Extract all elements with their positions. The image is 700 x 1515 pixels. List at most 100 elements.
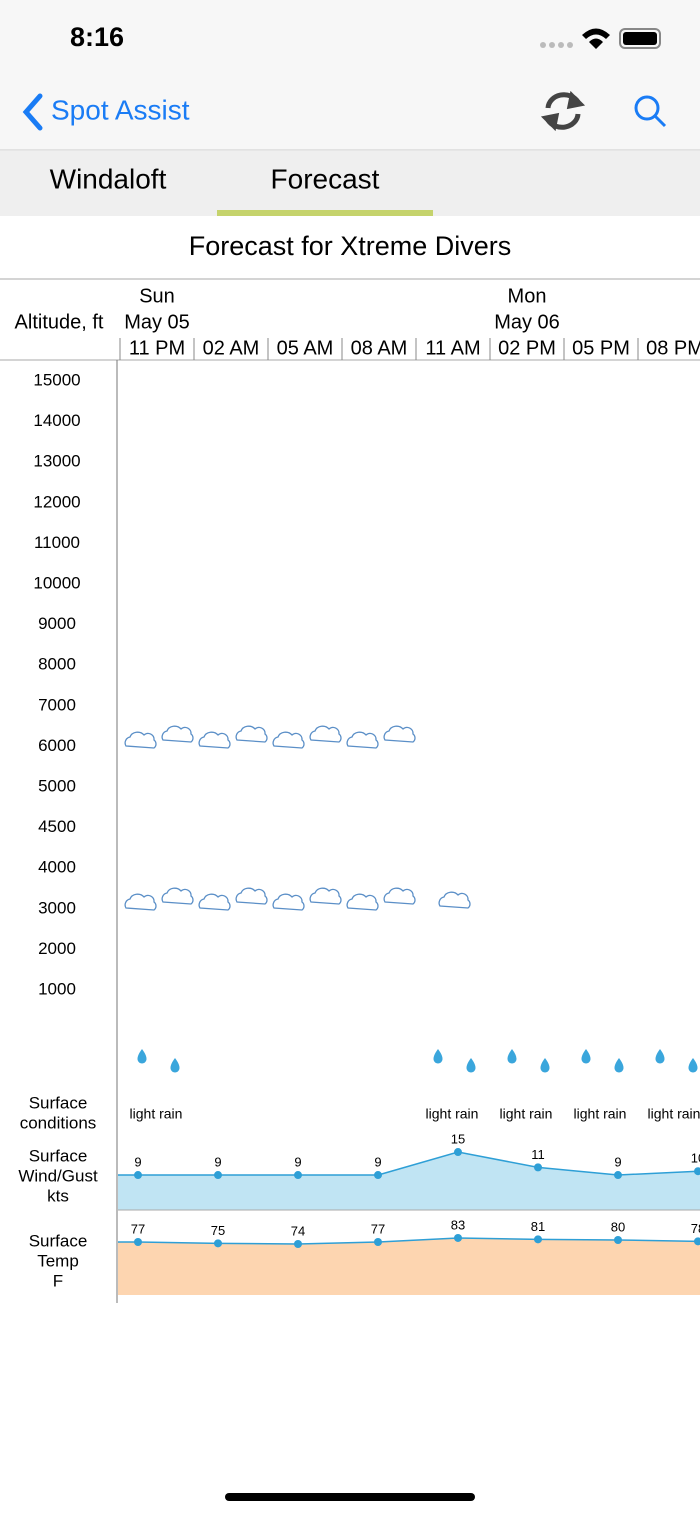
altitude-header: Altitude, ft <box>15 311 104 333</box>
temp-label: 78 <box>691 1221 700 1236</box>
time-label: 05 AM <box>277 337 334 359</box>
temp-point <box>454 1233 462 1242</box>
raindrop-icon <box>433 1049 443 1064</box>
back-chevron[interactable] <box>22 93 43 131</box>
tab-active[interactable]: Forecast <box>271 163 380 194</box>
altitude-label: 11000 <box>34 533 80 552</box>
cloud-icon <box>198 893 231 911</box>
tab[interactable]: Windaloft <box>50 163 167 194</box>
wind-point <box>614 1171 622 1180</box>
raindrop-icon <box>507 1049 517 1064</box>
wind-point <box>694 1167 700 1176</box>
altitude-label: 5000 <box>38 776 76 795</box>
cloud-icon <box>124 731 157 749</box>
search-button[interactable] <box>634 95 667 128</box>
time-label: 11 PM <box>129 337 185 359</box>
altitude-label: 2000 <box>38 939 76 958</box>
altitude-label: 7000 <box>38 695 76 714</box>
cloud-icon <box>161 887 194 905</box>
altitude-label: 9000 <box>38 614 76 633</box>
raindrop-icon <box>655 1049 665 1064</box>
time-label: 02 AM <box>203 337 260 359</box>
back-button[interactable]: Spot Assist <box>51 94 190 125</box>
temp-label: 77 <box>371 1221 385 1236</box>
cloud-icon <box>272 893 305 911</box>
wind-label: 9 <box>614 1154 621 1169</box>
status-time: 8:16 <box>70 22 124 52</box>
cloud-icon <box>198 731 231 749</box>
altitude-label: 10000 <box>33 573 80 592</box>
cloud-icon <box>309 887 342 905</box>
day-date: May 05 <box>124 311 190 333</box>
cloud-icon <box>161 725 194 743</box>
temp-label: 80 <box>611 1219 625 1234</box>
temp-label: 83 <box>451 1217 465 1232</box>
day-name: Mon <box>508 285 547 307</box>
cloud-icon <box>346 893 379 911</box>
time-label: 05 PM <box>572 337 630 359</box>
wind-point <box>374 1171 382 1180</box>
day-date: May 06 <box>494 311 560 333</box>
temp-label: 81 <box>531 1219 545 1234</box>
raindrop-icon <box>540 1058 550 1073</box>
altitude-label: 1000 <box>38 979 76 998</box>
wind-label: 9 <box>134 1154 141 1169</box>
signal <box>540 42 573 48</box>
time-label: 08 AM <box>351 337 408 359</box>
altitude-label: 13000 <box>33 452 80 471</box>
wind-point <box>214 1171 222 1180</box>
row-label: Surface <box>29 1231 88 1250</box>
cloud-icon <box>124 893 157 911</box>
row-label: Surface <box>29 1146 88 1165</box>
temp-point <box>374 1238 382 1246</box>
row-label: F <box>53 1271 63 1290</box>
cloud-icon <box>235 887 268 905</box>
raindrop-icon <box>137 1049 147 1064</box>
raindrop-icon <box>614 1058 624 1073</box>
condition-label: light rain <box>574 1106 627 1122</box>
temp-point <box>294 1240 302 1249</box>
row-label: kts <box>47 1186 69 1205</box>
raindrop-icon <box>688 1058 698 1073</box>
raindrop-icon <box>466 1058 476 1073</box>
wind-point <box>134 1171 142 1180</box>
wind-label: 11 <box>531 1147 545 1162</box>
row-label: conditions <box>20 1113 97 1132</box>
altitude-label: 15000 <box>33 370 80 389</box>
wind-label: 9 <box>374 1154 381 1169</box>
altitude-label: 4500 <box>38 817 76 836</box>
wind-label: 9 <box>214 1154 221 1169</box>
raindrop-icon <box>581 1049 591 1064</box>
condition-label: light rain <box>426 1106 479 1122</box>
condition-label: light rain <box>130 1106 183 1122</box>
altitude-label: 12000 <box>33 492 80 511</box>
cloud-icon <box>383 887 416 905</box>
battery <box>619 28 661 49</box>
cloud-icon <box>438 891 471 909</box>
wifi <box>582 28 610 49</box>
wind-label: 15 <box>451 1131 465 1146</box>
forecast-title: Forecast for Xtreme Divers <box>189 231 512 261</box>
time-label: 11 AM <box>425 337 480 359</box>
wind-line <box>118 1151 700 1176</box>
temp-area <box>118 1237 700 1295</box>
time-label: 02 PM <box>498 337 556 359</box>
temp-point <box>614 1235 622 1244</box>
row-label: Wind/Gust <box>18 1166 98 1185</box>
condition-label: light rain <box>500 1106 553 1122</box>
refresh-button[interactable] <box>540 90 586 132</box>
raindrop-icon <box>170 1058 180 1073</box>
cloud-icon <box>309 725 342 743</box>
cloud-icon <box>346 731 379 749</box>
home-indicator <box>225 1493 475 1501</box>
row-label: Temp <box>37 1251 79 1270</box>
tab-bar <box>0 151 700 216</box>
wind-point <box>454 1148 462 1157</box>
cloud-icon <box>235 725 268 743</box>
cloud-icon <box>383 725 416 743</box>
temp-label: 75 <box>211 1223 225 1238</box>
altitude-label: 14000 <box>33 411 80 430</box>
header-bg <box>0 0 700 150</box>
